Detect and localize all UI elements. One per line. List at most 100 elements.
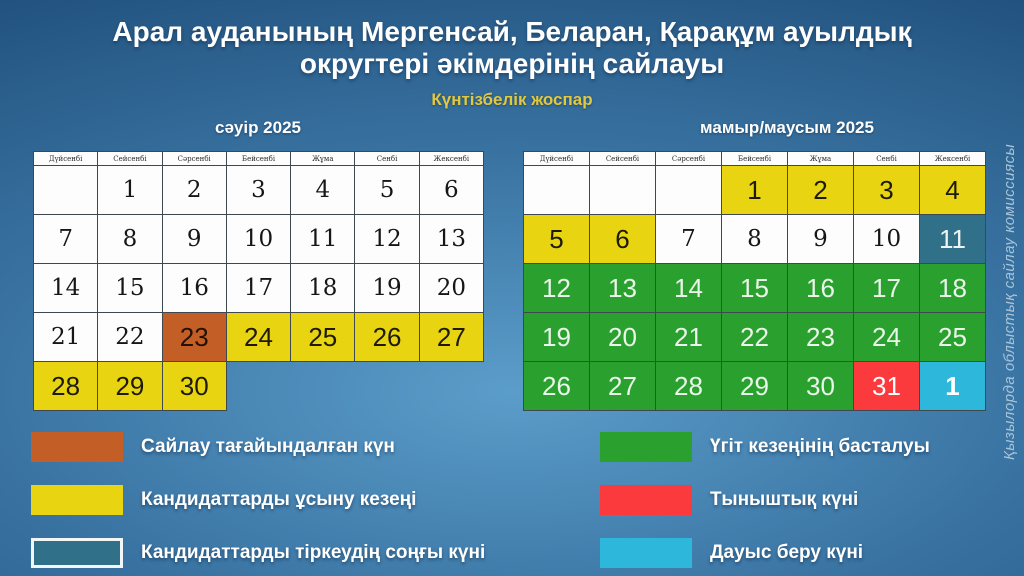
calendar-cell: 28 xyxy=(34,362,99,411)
weekday-header: Жексенбі xyxy=(419,152,484,166)
cyan-swatch xyxy=(600,538,692,568)
calendar-cell: 4 xyxy=(920,166,986,215)
legend-label: Үгіт кезеңінің басталуы xyxy=(710,436,930,457)
legend-label: Сайлау тағайындалған күн xyxy=(141,436,395,457)
calendar-cell: 6 xyxy=(590,215,656,264)
legend-label: Кандидаттарды ұсыну кезеңі xyxy=(141,489,417,510)
calendar-cell: 31 xyxy=(854,362,920,411)
legend-item: Тыныштық күні xyxy=(600,485,930,515)
calendar-cell: 27 xyxy=(590,362,656,411)
calendar-cell: 17 xyxy=(226,264,292,313)
page-title-line2: округтері әкімдерінің сайлауы xyxy=(299,48,725,79)
weekday-header: Сәрсенбі xyxy=(162,152,227,166)
calendar-cell: 3 xyxy=(226,166,292,215)
calendar-cell-empty xyxy=(420,362,484,411)
calendar-cell: 17 xyxy=(854,264,920,313)
legend-item: Кандидаттарды тіркеудің соңғы күні xyxy=(31,538,485,568)
calendar-april: Дүйсенбі Сейсенбі Сәрсенбі Бейсенбі Жұма Сенб… xyxy=(33,151,484,411)
calendar-cell-empty xyxy=(291,362,355,411)
calendar-cell: 18 xyxy=(291,264,356,313)
calendar-cell: 24 xyxy=(854,313,920,362)
calendar-cell: 10 xyxy=(854,215,920,264)
calendar-cell: 11 xyxy=(920,215,986,264)
calendar-cell: 23 xyxy=(162,313,227,362)
calendar-cell: 24 xyxy=(226,313,292,362)
calendar-cell: 19 xyxy=(355,264,420,313)
calendar-cell: 21 xyxy=(656,313,722,362)
calendar-cell: 20 xyxy=(590,313,656,362)
legend-right-column: Үгіт кезеңінің басталуы Тыныштық күні Дауы… xyxy=(600,432,930,576)
calendar-cell: 26 xyxy=(524,362,590,411)
calendar-cell: 7 xyxy=(34,215,99,264)
calendar-may-june: Дүйсенбі Сейсенбі Сәрсенбі Бейсенбі Жұма Сенб… xyxy=(523,151,986,411)
legend-left-column: Сайлау тағайындалған күн Кандидаттарды ұс… xyxy=(31,432,485,576)
green-swatch xyxy=(600,432,692,462)
calendar-cell: 5 xyxy=(355,166,420,215)
month-label-april: сәуір 2025 xyxy=(214,118,301,137)
weekday-header: Дүйсенбі xyxy=(34,152,99,166)
red-swatch xyxy=(600,485,692,515)
legend-item: Сайлау тағайындалған күн xyxy=(31,432,485,462)
legend-item: Үгіт кезеңінің басталуы xyxy=(600,432,930,462)
calendar-cell xyxy=(656,166,722,215)
calendar-cell: 16 xyxy=(788,264,854,313)
weekday-header: Дүйсенбі xyxy=(524,152,590,166)
subtitle: Күнтізбелік жоспар xyxy=(431,90,593,109)
calendar-cell: 14 xyxy=(656,264,722,313)
weekday-header: Сәрсенбі xyxy=(656,152,722,166)
calendar-cell: 12 xyxy=(355,215,420,264)
legend-label: Тыныштық күні xyxy=(710,489,859,510)
weekday-header: Жексенбі xyxy=(920,152,986,166)
calendar-cell: 8 xyxy=(722,215,788,264)
watermark-text: Қызылорда облыстық сайлау комиссиясы xyxy=(1001,143,1018,461)
calendar-cell: 4 xyxy=(291,166,356,215)
calendar-cell: 11 xyxy=(291,215,356,264)
legend-item: Кандидаттарды ұсыну кезеңі xyxy=(31,485,485,515)
orange-swatch xyxy=(31,432,123,462)
calendar-cell: 27 xyxy=(419,313,484,362)
page-title-line1: Арал ауданының Мергенсай, Беларан, Қарақ… xyxy=(112,16,912,47)
calendar-cell: 16 xyxy=(162,264,227,313)
calendar-cell: 15 xyxy=(722,264,788,313)
calendar-cell: 1 xyxy=(98,166,163,215)
calendar-cell: 23 xyxy=(788,313,854,362)
calendar-cell: 22 xyxy=(98,313,163,362)
page-title: Арал ауданының Мергенсай, Беларан, Қарақ… xyxy=(0,16,1024,80)
calendar-cell: 7 xyxy=(656,215,722,264)
legend-item: Дауыс беру күні xyxy=(600,538,930,568)
calendar-cell: 9 xyxy=(788,215,854,264)
weekday-header: Сейсенбі xyxy=(590,152,656,166)
calendar-cell: 1 xyxy=(722,166,788,215)
calendar-cell: 29 xyxy=(722,362,788,411)
calendar-cell: 10 xyxy=(226,215,292,264)
calendar-cell-empty xyxy=(355,362,419,411)
calendar-cell: 13 xyxy=(419,215,484,264)
calendar-cell: 1 xyxy=(920,362,986,411)
calendar-cell: 18 xyxy=(920,264,986,313)
calendar-cell: 6 xyxy=(419,166,484,215)
calendar-cell: 28 xyxy=(656,362,722,411)
calendar-cell: 25 xyxy=(920,313,986,362)
weekday-header: Бейсенбі xyxy=(226,152,292,166)
weekday-header: Сенбі xyxy=(355,152,420,166)
calendar-cell: 2 xyxy=(788,166,854,215)
calendar-cell: 26 xyxy=(355,313,420,362)
weekday-header: Жұма xyxy=(291,152,356,166)
calendar-cell: 5 xyxy=(524,215,590,264)
calendar-cell xyxy=(590,166,656,215)
calendar-cell xyxy=(34,166,99,215)
calendar-cell: 21 xyxy=(34,313,99,362)
calendar-cell: 14 xyxy=(34,264,99,313)
calendar-cell: 22 xyxy=(722,313,788,362)
legend-label: Кандидаттарды тіркеудің соңғы күні xyxy=(141,542,486,563)
legend-label: Дауыс беру күні xyxy=(710,542,864,563)
calendar-cell: 9 xyxy=(162,215,227,264)
calendar-cell: 25 xyxy=(291,313,356,362)
teal-swatch xyxy=(31,538,123,568)
weekday-header: Жұма xyxy=(788,152,854,166)
calendar-cell: 29 xyxy=(98,362,163,411)
yellow-swatch xyxy=(31,485,123,515)
calendar-cell: 8 xyxy=(98,215,163,264)
calendar-cell: 13 xyxy=(590,264,656,313)
